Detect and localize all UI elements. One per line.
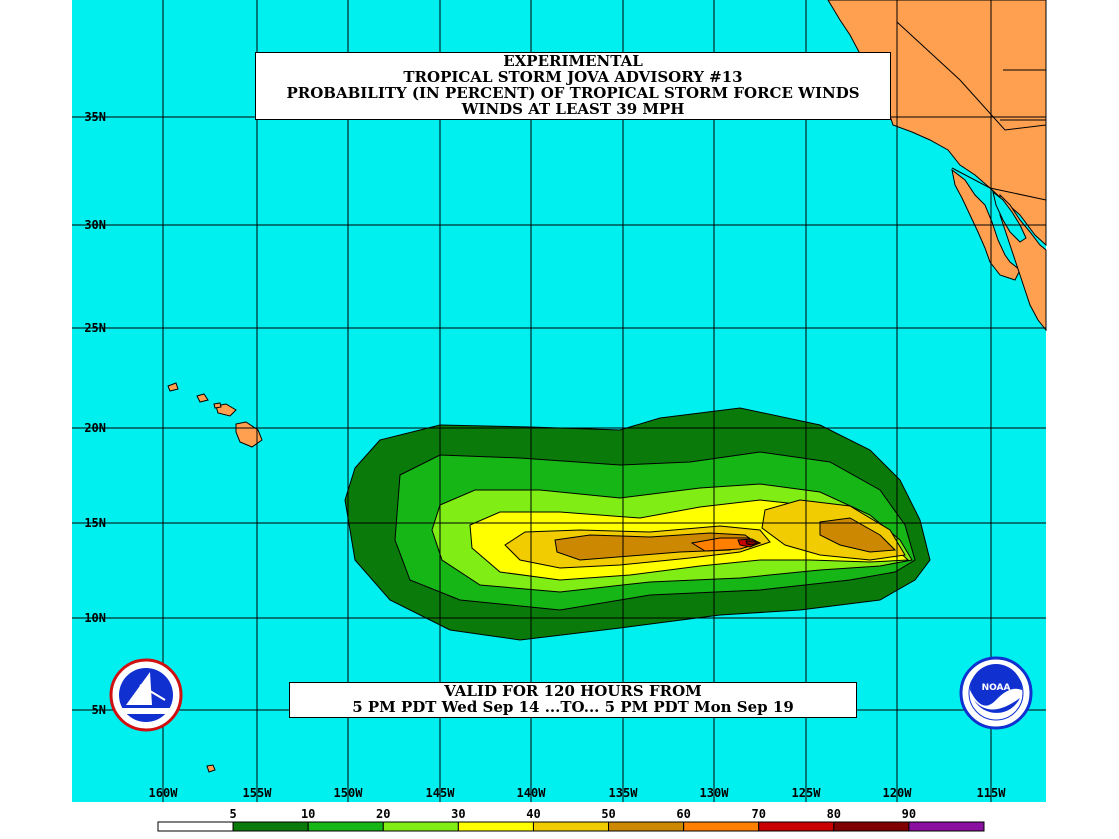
lon-label: 155W bbox=[243, 786, 273, 800]
legend-label: 10 bbox=[301, 807, 315, 821]
legend-label: 30 bbox=[451, 807, 465, 821]
lat-label: 15N bbox=[84, 516, 106, 530]
legend-swatch bbox=[532, 821, 610, 832]
legend-label: 60 bbox=[676, 807, 690, 821]
gulf-of-california bbox=[992, 190, 1027, 243]
legend-swatch bbox=[232, 821, 309, 832]
legend-swatch bbox=[307, 821, 384, 832]
title-line-3: PROBABILITY (IN PERCENT) OF TROPICAL STO… bbox=[286, 84, 860, 102]
probability-contours bbox=[344, 407, 931, 641]
legend-label: 40 bbox=[526, 807, 540, 821]
lon-label: 135W bbox=[609, 786, 639, 800]
legend-label: 5 bbox=[229, 807, 236, 821]
title-line-1: EXPERIMENTAL bbox=[503, 52, 643, 70]
legend-swatch bbox=[908, 821, 985, 832]
title-box: EXPERIMENTAL TROPICAL STORM JOVA ADVISOR… bbox=[255, 52, 891, 120]
legend-swatch bbox=[833, 821, 910, 832]
lat-label: 5N bbox=[92, 703, 106, 717]
legend-label: 70 bbox=[752, 807, 766, 821]
svg-text:NOAA: NOAA bbox=[982, 683, 1011, 693]
lon-label: 150W bbox=[334, 786, 364, 800]
lat-lon-grid bbox=[72, 0, 1046, 802]
lon-label: 145W bbox=[426, 786, 456, 800]
lon-label: 120W bbox=[883, 786, 913, 800]
legend-swatch bbox=[457, 821, 534, 832]
lon-label: 125W bbox=[792, 786, 822, 800]
lat-label: 10N bbox=[84, 611, 106, 625]
lon-label: 115W bbox=[977, 786, 1007, 800]
title-line-2: TROPICAL STORM JOVA ADVISORY #13 bbox=[403, 68, 743, 86]
legend-swatch bbox=[608, 821, 685, 832]
lon-labels: 160W 155W 150W 145W 140W 135W 130W 125W … bbox=[149, 786, 1007, 800]
lat-labels: 35N 30N 25N 20N 15N 10N 5N bbox=[84, 110, 106, 717]
lat-label: 30N bbox=[84, 218, 106, 232]
contour-80-90 bbox=[745, 540, 759, 546]
legend-label: 20 bbox=[376, 807, 390, 821]
valid-line-2: 5 PM PDT Wed Sep 14 ...TO... 5 PM PDT Mo… bbox=[352, 698, 794, 716]
ocean bbox=[72, 0, 1046, 802]
contour-50-60-east bbox=[819, 517, 897, 553]
valid-time-box: VALID FOR 120 HOURS FROM 5 PM PDT Wed Se… bbox=[289, 682, 857, 718]
legend-label: 80 bbox=[827, 807, 841, 821]
lon-label: 160W bbox=[149, 786, 179, 800]
legend-swatch bbox=[758, 821, 835, 832]
lon-label: 130W bbox=[700, 786, 730, 800]
title-line-4: WINDS AT LEAST 39 MPH bbox=[461, 100, 685, 118]
lon-label: 140W bbox=[517, 786, 547, 800]
hawaiian-islands bbox=[167, 382, 263, 773]
lat-label: 25N bbox=[84, 321, 106, 335]
lat-label: 20N bbox=[84, 421, 106, 435]
lat-label: 35N bbox=[84, 110, 106, 124]
nws-logo-icon bbox=[109, 658, 183, 732]
legend-swatch bbox=[157, 821, 234, 832]
legend-swatch bbox=[382, 821, 459, 832]
legend-swatch bbox=[683, 821, 760, 832]
border-lines bbox=[896, 21, 1047, 201]
valid-line-1: VALID FOR 120 HOURS FROM bbox=[444, 682, 702, 700]
noaa-logo-icon: NOAA bbox=[959, 656, 1033, 730]
legend: 5 10 20 30 40 50 60 70 80 90 bbox=[157, 807, 985, 832]
legend-label: 90 bbox=[902, 807, 916, 821]
legend-label: 50 bbox=[601, 807, 615, 821]
